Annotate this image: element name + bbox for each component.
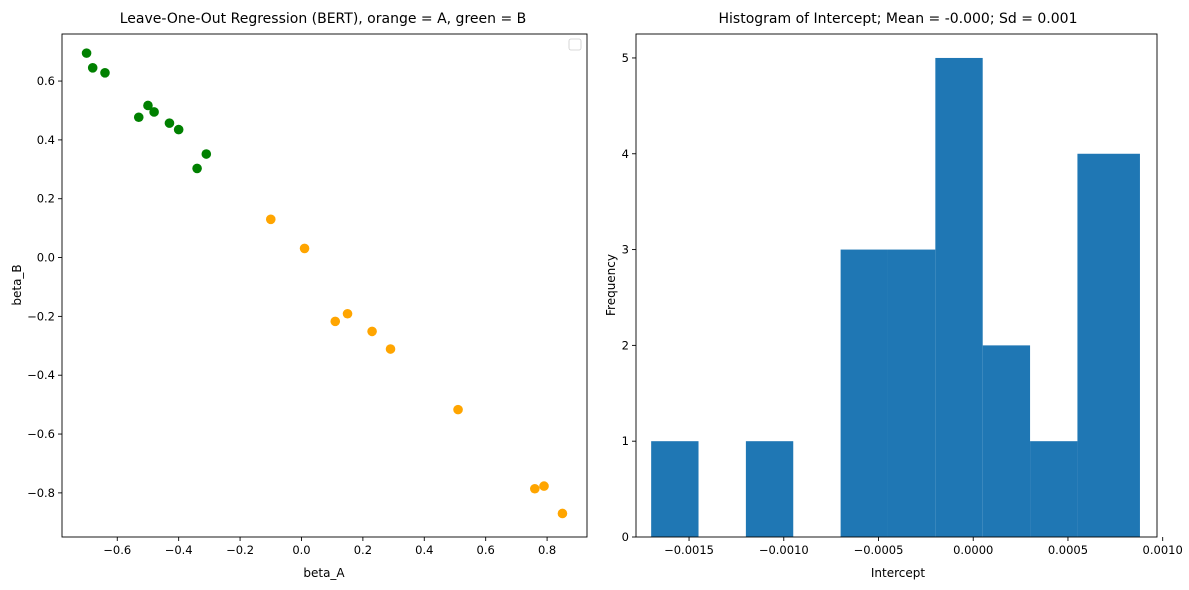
scatter-point: [81, 48, 92, 58]
scatter-y-tick-label: 0.0: [37, 251, 55, 265]
scatter-y-ticks: −0.8 −0.6 −0.4 −0.2 0.0 0.2 0.4 0.6: [27, 74, 62, 500]
scatter-point: [557, 508, 568, 519]
histogram-x-tick-label: −0.0015: [664, 543, 714, 557]
histogram-title: Histogram of Intercept; Mean = -0.000; S…: [719, 11, 1078, 27]
scatter-point: [164, 118, 175, 128]
histogram-y-tick-label: 4: [622, 147, 629, 161]
histogram-y-tick-label: 0: [622, 530, 629, 544]
scatter-point: [342, 308, 353, 319]
scatter-point: [453, 404, 463, 415]
histogram-panel: Histogram of Intercept; Mean = -0.000; S…: [604, 11, 1183, 580]
scatter-x-tick-label: 0.8: [538, 543, 556, 557]
histogram-bar: [840, 249, 888, 538]
histogram-bar: [651, 441, 699, 537]
histogram-x-tick-label: −0.0005: [854, 543, 904, 557]
scatter-point: [87, 63, 98, 73]
scatter-x-label: beta_A: [303, 566, 345, 580]
scatter-marks: [81, 48, 568, 519]
scatter-y-tick-label: −0.6: [27, 427, 55, 441]
scatter-point: [539, 481, 549, 491]
scatter-point: [192, 163, 202, 174]
histogram-bar: [935, 57, 983, 537]
scatter-x-tick-label: 0.0: [292, 543, 310, 557]
scatter-y-tick-label: −0.4: [27, 368, 55, 382]
histogram-bar: [745, 441, 794, 537]
histogram-bar: [1077, 153, 1140, 537]
histogram-bar: [982, 345, 1031, 537]
scatter-legend: [568, 38, 582, 51]
scatter-point: [299, 243, 310, 254]
histogram-x-tick-label: −0.0010: [759, 543, 809, 557]
scatter-point: [367, 326, 377, 337]
histogram-y-tick-label: 5: [622, 51, 629, 65]
histogram-y-label: Frequency: [604, 254, 618, 316]
scatter-point: [201, 149, 212, 159]
scatter-y-tick-label: 0.6: [37, 74, 55, 88]
scatter-y-tick-label: −0.2: [27, 309, 55, 323]
scatter-point: [173, 124, 184, 135]
histogram-x-tick-label: 0.0000: [953, 543, 993, 557]
scatter-point: [265, 214, 276, 225]
scatter-x-tick-label: 0.4: [415, 543, 433, 557]
scatter-point: [530, 483, 540, 494]
histogram-y-tick-label: 2: [622, 338, 629, 352]
histogram-x-ticks: −0.0015 −0.0010 −0.0005 0.0000 0.0005 0.0010: [664, 537, 1183, 557]
scatter-point: [133, 112, 144, 123]
histogram-y-tick-label: 3: [622, 243, 629, 257]
scatter-point: [385, 344, 396, 354]
scatter-panel: Leave-One-Out Regression (BERT), orange …: [10, 11, 588, 580]
histogram-x-label: Intercept: [871, 566, 926, 580]
histogram-y-ticks: 0 1 2 3 4 5: [622, 51, 636, 544]
scatter-y-tick-label: 0.4: [37, 133, 55, 147]
scatter-title: Leave-One-Out Regression (BERT), orange …: [120, 11, 526, 27]
histogram-bar: [1030, 441, 1078, 537]
scatter-point: [143, 100, 153, 111]
histogram-x-tick-label: 0.0005: [1048, 543, 1088, 557]
scatter-y-tick-label: 0.2: [37, 192, 55, 206]
scatter-point: [330, 316, 341, 327]
histogram-bar: [887, 249, 936, 538]
scatter-x-ticks: −0.6 −0.4 −0.2 0.0 0.2 0.4 0.6 0.8: [103, 537, 556, 557]
scatter-y-tick-label: −0.8: [27, 486, 55, 500]
histogram-axes-frame: [635, 33, 1158, 538]
scatter-y-label: beta_B: [10, 264, 24, 305]
histogram-bars: [651, 57, 1140, 538]
scatter-x-tick-label: −0.6: [103, 543, 131, 557]
histogram-x-tick-label: 0.0010: [1143, 543, 1183, 557]
scatter-x-tick-label: 0.2: [354, 543, 372, 557]
scatter-point: [149, 107, 159, 117]
scatter-x-tick-label: −0.2: [226, 543, 254, 557]
scatter-x-tick-label: −0.4: [165, 543, 193, 557]
histogram-y-tick-label: 1: [622, 434, 629, 448]
scatter-point: [100, 68, 110, 78]
scatter-axes-frame: [61, 33, 588, 538]
scatter-x-tick-label: 0.6: [477, 543, 495, 557]
